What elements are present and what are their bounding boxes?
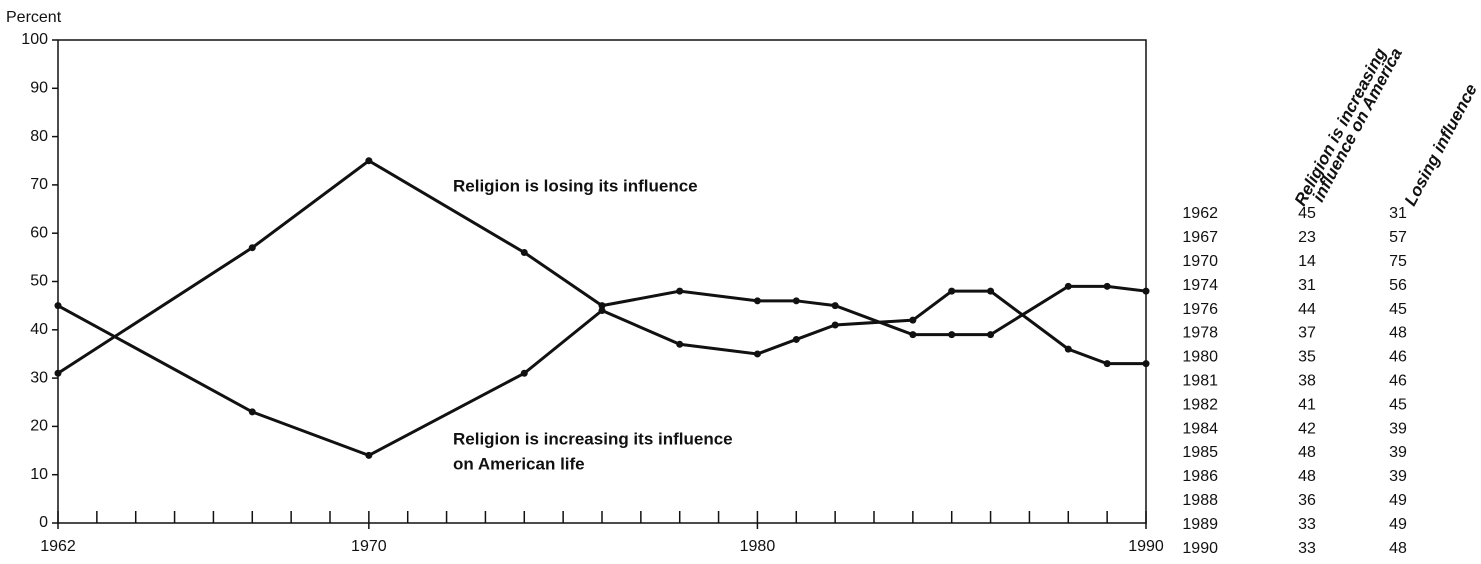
- y-tick-label: 70: [30, 176, 48, 193]
- table-year: 1967: [1182, 229, 1218, 246]
- table-value: 33: [1298, 540, 1316, 557]
- y-tick-label: 0: [39, 514, 48, 531]
- point: [1103, 282, 1111, 290]
- table-value: 39: [1389, 420, 1407, 437]
- table-year: 1982: [1182, 396, 1218, 413]
- point: [248, 408, 256, 416]
- table-value: 23: [1298, 229, 1316, 246]
- table-year: 1986: [1182, 468, 1218, 485]
- table-value: 37: [1298, 325, 1316, 342]
- table-value: 46: [1389, 349, 1407, 366]
- point: [948, 331, 956, 339]
- point: [520, 249, 528, 257]
- point: [365, 451, 373, 459]
- y-axis-label: Percent: [6, 9, 62, 26]
- point: [1142, 360, 1150, 368]
- point: [987, 287, 995, 295]
- table-year: 1978: [1182, 325, 1218, 342]
- point: [54, 369, 62, 377]
- table-value: 75: [1389, 253, 1407, 270]
- point: [598, 306, 606, 314]
- point: [676, 287, 684, 295]
- table-value: 46: [1389, 373, 1407, 390]
- point: [909, 316, 917, 324]
- table-year: 1990: [1182, 540, 1218, 557]
- point: [1064, 345, 1072, 353]
- point: [1064, 282, 1072, 290]
- series-annotation: Religion is increasing its influence: [453, 429, 733, 448]
- table-year: 1989: [1182, 516, 1218, 533]
- y-tick-label: 100: [21, 31, 48, 48]
- table-value: 36: [1298, 492, 1316, 509]
- table-value: 44: [1298, 301, 1316, 318]
- y-tick-label: 50: [30, 273, 48, 290]
- point: [831, 321, 839, 329]
- point: [520, 369, 528, 377]
- table-value: 41: [1298, 396, 1316, 413]
- point: [831, 302, 839, 310]
- table-value: 39: [1389, 468, 1407, 485]
- table-value: 49: [1389, 492, 1407, 509]
- point: [753, 350, 761, 358]
- point: [365, 157, 373, 165]
- table-value: 48: [1298, 468, 1316, 485]
- table-value: 45: [1389, 396, 1407, 413]
- series-annotation: on American life: [453, 454, 585, 473]
- table-year: 1962: [1182, 205, 1218, 222]
- point: [248, 244, 256, 252]
- point: [909, 331, 917, 339]
- table-value: 45: [1389, 301, 1407, 318]
- table-value: 48: [1389, 540, 1407, 557]
- table-year: 1981: [1182, 373, 1218, 390]
- x-tick-label: 1970: [351, 538, 387, 555]
- table-value: 38: [1298, 373, 1316, 390]
- table-year: 1980: [1182, 349, 1218, 366]
- table-value: 45: [1298, 205, 1316, 222]
- table-value: 31: [1389, 205, 1407, 222]
- point: [753, 297, 761, 305]
- y-tick-label: 80: [30, 128, 48, 145]
- point: [676, 340, 684, 348]
- plot-frame: [57, 39, 1147, 524]
- table-value: 49: [1389, 516, 1407, 533]
- point: [54, 302, 62, 310]
- table-header: Losing influence: [1401, 81, 1481, 209]
- table-header: influence on America: [1309, 45, 1406, 205]
- table-value: 35: [1298, 349, 1316, 366]
- point: [1142, 287, 1150, 295]
- x-tick-label: 1980: [740, 538, 776, 555]
- y-tick-label: 30: [30, 369, 48, 386]
- table-value: 39: [1389, 444, 1407, 461]
- table-value: 14: [1298, 253, 1316, 270]
- table-year: 1988: [1182, 492, 1218, 509]
- table-value: 48: [1389, 325, 1407, 342]
- table-year: 1970: [1182, 253, 1218, 270]
- table-year: 1985: [1182, 444, 1218, 461]
- point: [948, 287, 956, 295]
- table-value: 56: [1389, 277, 1407, 294]
- table-value: 48: [1298, 444, 1316, 461]
- table-value: 42: [1298, 420, 1316, 437]
- table-value: 31: [1298, 277, 1316, 294]
- table-value: 33: [1298, 516, 1316, 533]
- x-tick-label: 1962: [40, 538, 76, 555]
- table-year: 1976: [1182, 301, 1218, 318]
- x-tick-label: 1990: [1128, 538, 1164, 555]
- point: [598, 302, 606, 310]
- table-year: 1974: [1182, 277, 1218, 294]
- table-year: 1984: [1182, 420, 1218, 437]
- point: [792, 335, 800, 343]
- point: [792, 297, 800, 305]
- y-tick-label: 40: [30, 321, 48, 338]
- y-tick-label: 10: [30, 466, 48, 483]
- point: [1103, 360, 1111, 368]
- y-tick-label: 90: [30, 80, 48, 97]
- y-tick-label: 20: [30, 418, 48, 435]
- y-tick-label: 60: [30, 224, 48, 241]
- point: [987, 331, 995, 339]
- table-value: 57: [1389, 229, 1407, 246]
- series-annotation: Religion is losing its influence: [453, 176, 698, 195]
